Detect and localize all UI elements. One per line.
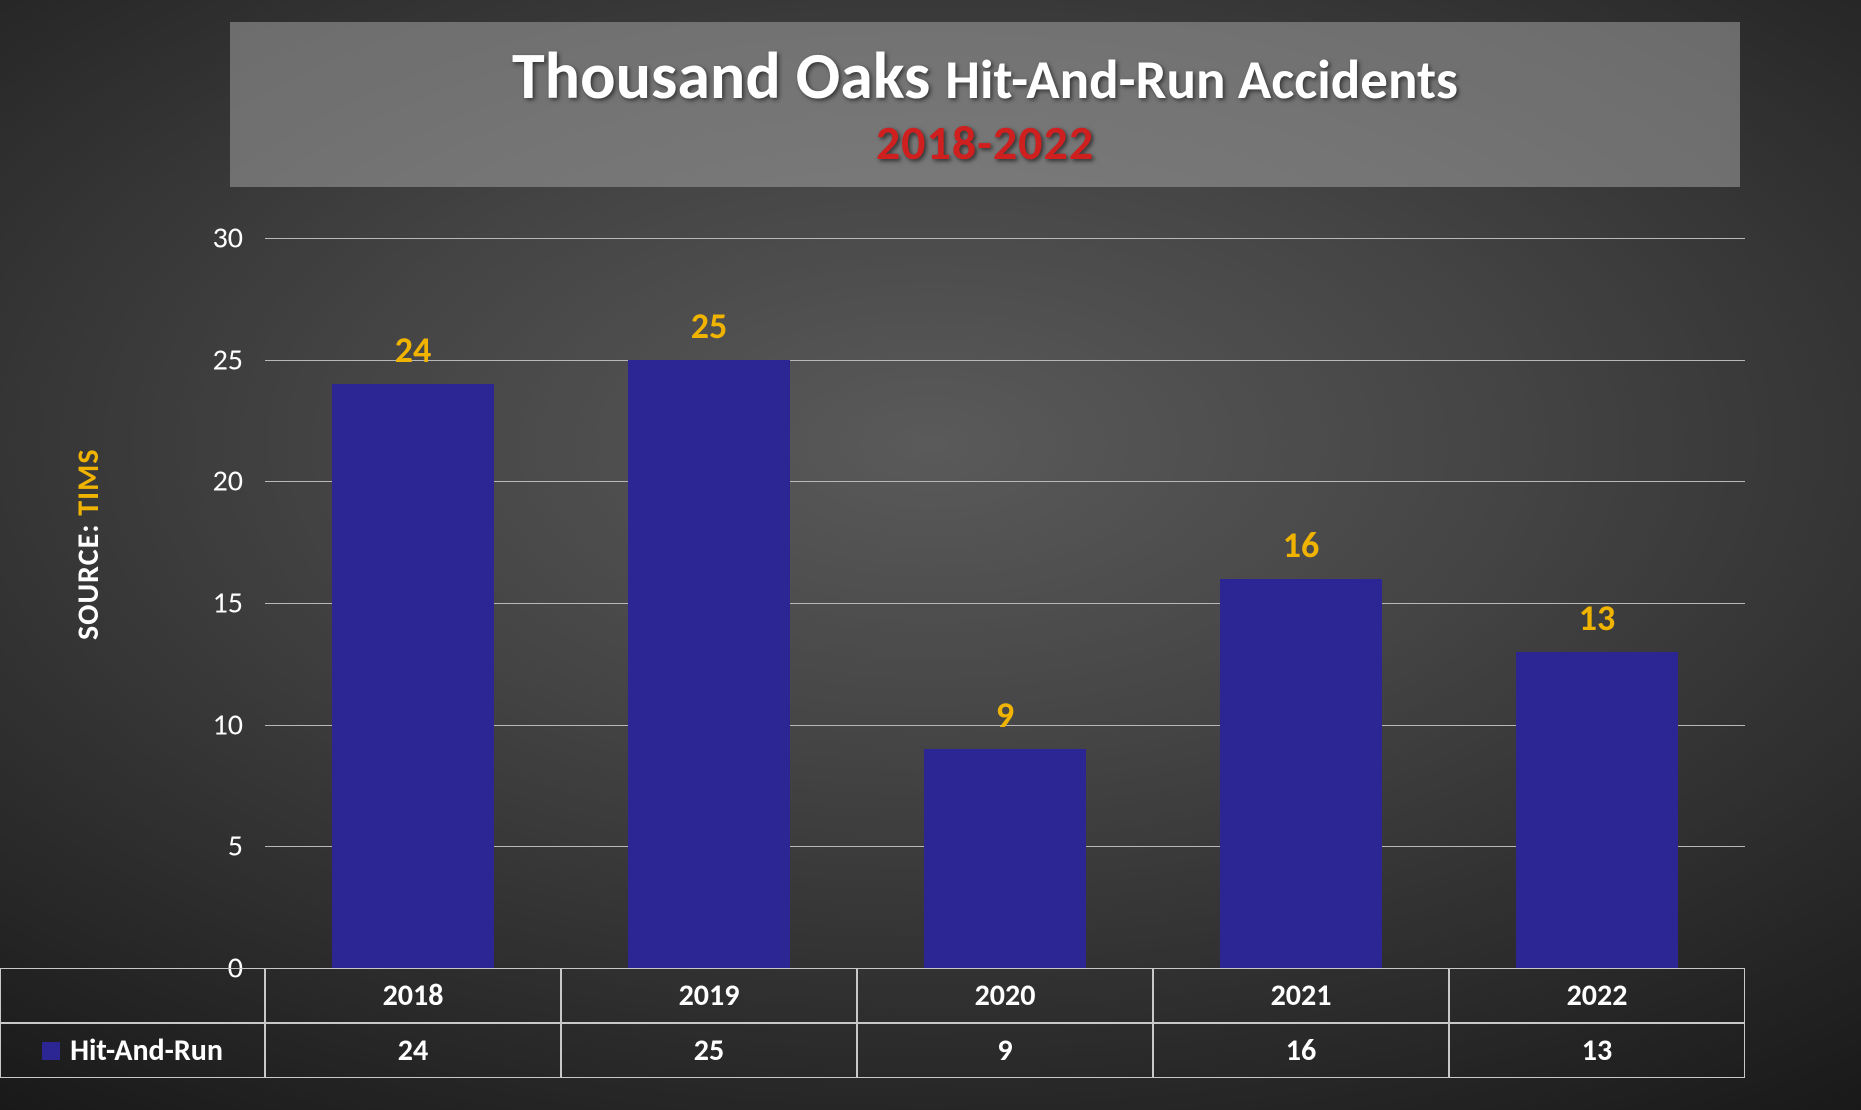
table-cell: 24: [265, 1023, 561, 1078]
gridline: [265, 360, 1745, 361]
source-value: TIMS: [70, 448, 107, 515]
table-cell: 2018: [265, 968, 561, 1023]
table-cell: 13: [1449, 1023, 1745, 1078]
bar: 16: [1220, 579, 1383, 968]
chart-title-strong: Thousand Oaks: [512, 35, 945, 116]
bar-value-label: 9: [996, 693, 1014, 737]
table-legend-cell: Hit-And-Run: [0, 1023, 265, 1078]
table-cell: 2022: [1449, 968, 1745, 1023]
chart-plot-area: 051015202530242591613: [265, 238, 1745, 968]
source-label: SOURCE: TIMS: [70, 448, 107, 640]
chart-title-line2: 2018-2022: [876, 113, 1094, 172]
y-tick-label: 30: [213, 220, 265, 257]
bar-value-label: 25: [691, 304, 728, 348]
legend-swatch: [42, 1042, 60, 1060]
chart-title-box: Thousand Oaks Hit-And-Run Accidents 2018…: [230, 22, 1740, 187]
table-cell: 16: [1153, 1023, 1449, 1078]
legend-label: Hit-And-Run: [70, 1032, 223, 1069]
table-cell: 9: [857, 1023, 1153, 1078]
table-cell: 25: [561, 1023, 857, 1078]
table-cell: [0, 968, 265, 1023]
chart-title-line1: Thousand Oaks Hit-And-Run Accidents: [512, 41, 1458, 110]
chart-data-table: 20182019202020212022 Hit-And-Run 242591613: [0, 968, 1745, 1078]
chart-title-rest: Hit-And-Run Accidents: [945, 46, 1458, 113]
y-tick-label: 25: [213, 341, 265, 378]
bar: 9: [924, 749, 1087, 968]
gridline: [265, 238, 1745, 239]
bar: 24: [332, 384, 495, 968]
y-tick-label: 10: [213, 706, 265, 743]
bar: 13: [1516, 652, 1679, 968]
table-cell: 2021: [1153, 968, 1449, 1023]
bar-value-label: 24: [395, 328, 432, 372]
table-cell: 2020: [857, 968, 1153, 1023]
y-tick-label: 20: [213, 463, 265, 500]
table-cell: 2019: [561, 968, 857, 1023]
bar: 25: [628, 360, 791, 968]
y-tick-label: 5: [228, 828, 265, 865]
source-prefix: SOURCE:: [70, 516, 107, 640]
bar-value-label: 16: [1283, 523, 1320, 567]
y-tick-label: 15: [213, 585, 265, 622]
bar-value-label: 13: [1579, 596, 1616, 640]
